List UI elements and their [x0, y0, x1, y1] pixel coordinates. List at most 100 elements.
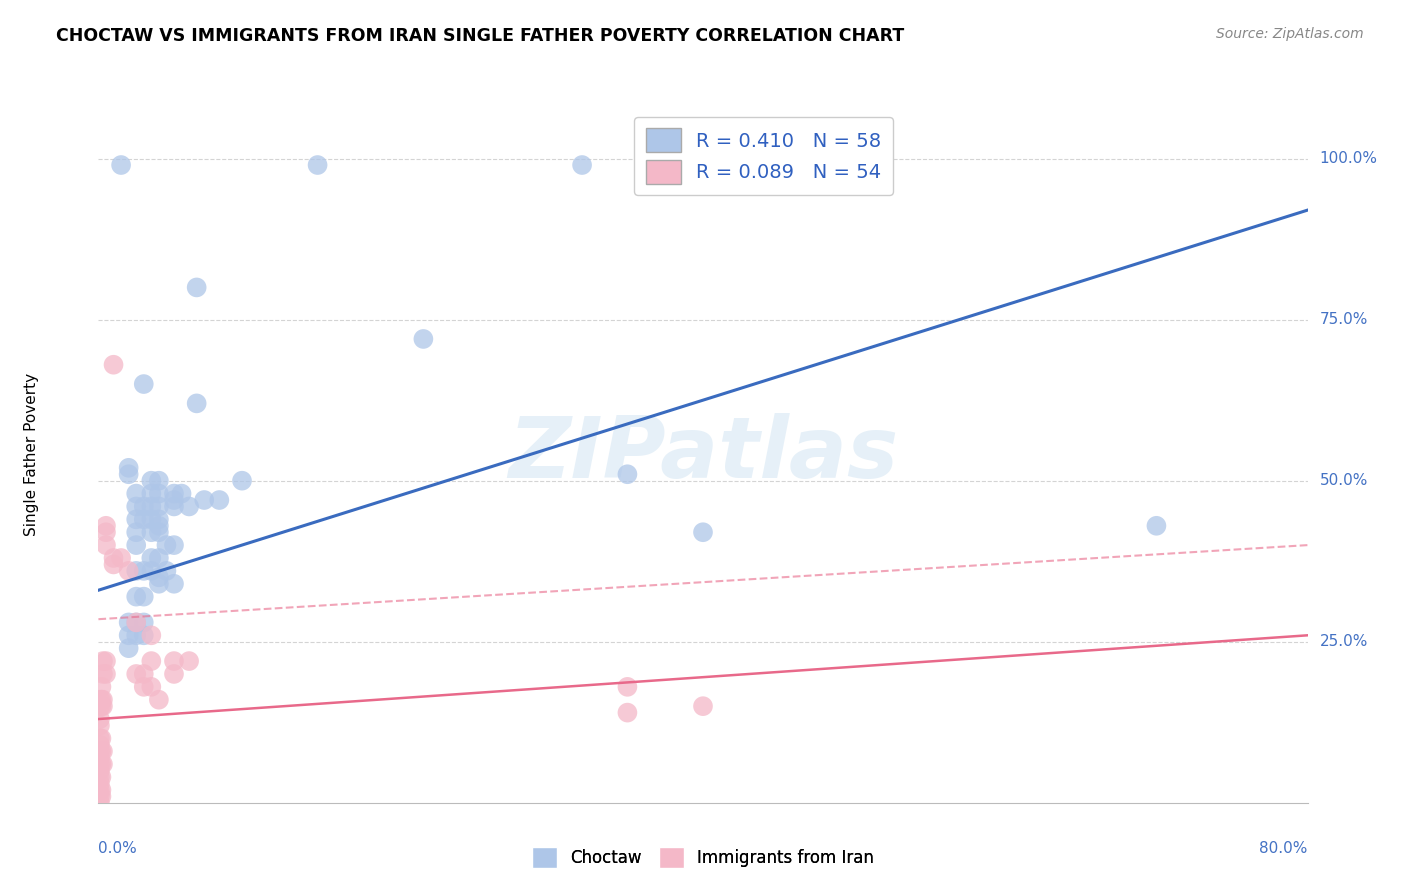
- Point: [90, 783, 112, 797]
- Point: [1144, 518, 1167, 533]
- Point: [89, 776, 111, 790]
- Point: [91, 692, 114, 706]
- Point: [94, 667, 117, 681]
- Point: [94, 518, 117, 533]
- Legend: Choctaw, Immigrants from Iran: Choctaw, Immigrants from Iran: [526, 841, 880, 874]
- Point: [103, 551, 125, 566]
- Point: [186, 396, 208, 410]
- Point: [132, 500, 155, 514]
- Point: [148, 570, 170, 584]
- Text: 80.0%: 80.0%: [1260, 841, 1308, 856]
- Point: [141, 525, 163, 540]
- Point: [141, 564, 163, 578]
- Point: [89, 764, 111, 778]
- Point: [177, 654, 201, 668]
- Point: [90, 680, 112, 694]
- Point: [125, 525, 148, 540]
- Point: [94, 538, 117, 552]
- Point: [141, 654, 163, 668]
- Point: [125, 512, 148, 526]
- Point: [163, 493, 186, 508]
- Point: [616, 706, 638, 720]
- Point: [132, 628, 155, 642]
- Point: [170, 486, 193, 500]
- Point: [89, 744, 111, 758]
- Point: [148, 518, 170, 533]
- Point: [132, 564, 155, 578]
- Point: [125, 590, 148, 604]
- Point: [103, 358, 125, 372]
- Point: [89, 783, 111, 797]
- Point: [163, 654, 186, 668]
- Point: [155, 538, 177, 552]
- Point: [118, 467, 141, 482]
- Point: [89, 757, 111, 772]
- Point: [89, 731, 111, 746]
- Point: [148, 525, 170, 540]
- Point: [141, 512, 163, 526]
- Point: [163, 667, 186, 681]
- Point: [125, 486, 148, 500]
- Point: [118, 628, 141, 642]
- Point: [163, 576, 186, 591]
- Point: [94, 654, 117, 668]
- Point: [132, 377, 155, 392]
- Point: [148, 486, 170, 500]
- Point: [91, 757, 114, 772]
- Point: [148, 500, 170, 514]
- Point: [89, 718, 111, 732]
- Text: 50.0%: 50.0%: [1320, 473, 1368, 488]
- Point: [148, 474, 170, 488]
- Point: [89, 738, 111, 752]
- Point: [90, 692, 112, 706]
- Point: [89, 796, 111, 810]
- Point: [692, 525, 714, 540]
- Point: [132, 512, 155, 526]
- Point: [163, 500, 186, 514]
- Point: [91, 667, 114, 681]
- Point: [177, 500, 201, 514]
- Point: [571, 158, 593, 172]
- Point: [616, 680, 638, 694]
- Point: [132, 615, 155, 630]
- Point: [90, 789, 112, 804]
- Point: [132, 680, 155, 694]
- Point: [118, 460, 141, 475]
- Point: [125, 615, 148, 630]
- Point: [616, 467, 638, 482]
- Point: [132, 590, 155, 604]
- Point: [148, 576, 170, 591]
- Text: Single Father Poverty: Single Father Poverty: [24, 374, 39, 536]
- Point: [307, 158, 329, 172]
- Point: [125, 628, 148, 642]
- Point: [155, 564, 177, 578]
- Point: [692, 699, 714, 714]
- Point: [89, 712, 111, 726]
- Text: 0.0%: 0.0%: [98, 841, 138, 856]
- Point: [141, 680, 163, 694]
- Point: [163, 538, 186, 552]
- Point: [132, 667, 155, 681]
- Point: [148, 512, 170, 526]
- Point: [141, 628, 163, 642]
- Point: [208, 493, 231, 508]
- Point: [110, 551, 132, 566]
- Point: [125, 500, 148, 514]
- Point: [90, 770, 112, 784]
- Point: [148, 551, 170, 566]
- Point: [118, 564, 141, 578]
- Point: [110, 158, 132, 172]
- Text: 75.0%: 75.0%: [1320, 312, 1368, 327]
- Point: [90, 757, 112, 772]
- Point: [89, 692, 111, 706]
- Point: [125, 667, 148, 681]
- Point: [91, 699, 114, 714]
- Text: Source: ZipAtlas.com: Source: ZipAtlas.com: [1216, 27, 1364, 41]
- Point: [103, 558, 125, 572]
- Point: [125, 538, 148, 552]
- Point: [141, 551, 163, 566]
- Point: [148, 692, 170, 706]
- Point: [412, 332, 434, 346]
- Point: [193, 493, 215, 508]
- Point: [94, 525, 117, 540]
